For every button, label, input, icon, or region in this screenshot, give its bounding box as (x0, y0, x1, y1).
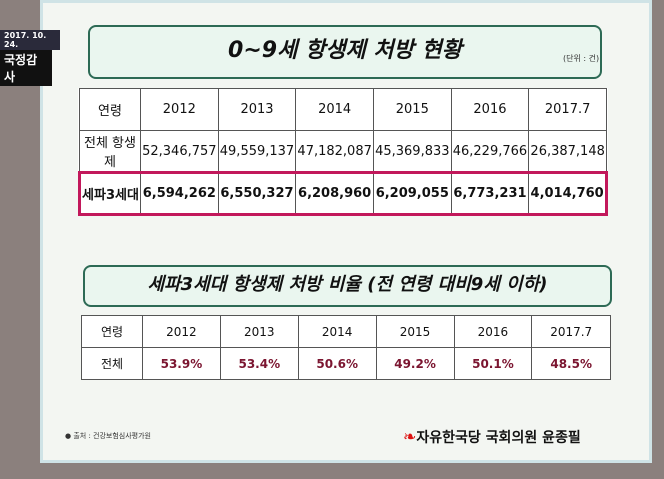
cell: 49.2% (375, 347, 455, 380)
footer-credit: ❧자유한국당 국회의원 윤종필 (403, 427, 581, 447)
row-label: 전체 (81, 347, 143, 380)
cell: 50.6% (297, 347, 377, 380)
header-cell: 2014 (297, 315, 377, 348)
footer-text: 자유한국당 국회의원 윤종필 (416, 430, 581, 446)
cell: 53.4% (219, 347, 299, 380)
header-cell: 2016 (453, 315, 533, 348)
table-header-row: 연령 2012 2013 2014 2015 2016 2017.7 (81, 315, 611, 348)
cell: 46,229,766 (450, 130, 530, 173)
header-cell: 연령 (79, 88, 141, 131)
header-cell: 2017.7 (528, 88, 607, 131)
unit-label: (단위 : 건) (563, 54, 600, 63)
header-cell: 2016 (450, 88, 530, 131)
cell: 52,346,757 (140, 130, 219, 173)
header-cell: 2012 (140, 88, 219, 131)
cell: 53.9% (142, 347, 221, 380)
cell: 6,550,327 (217, 171, 297, 216)
header-cell: 2017.7 (531, 315, 611, 348)
highlighted-table-row: 세파3세대 6,594,262 6,550,327 6,208,960 6,20… (78, 171, 608, 216)
header-cell: 2015 (372, 88, 452, 131)
cell: 6,594,262 (140, 171, 219, 216)
table-header-row: 연령 2012 2013 2014 2015 2016 2017.7 (79, 88, 607, 131)
table2-title: 세파3세대 항생제 처방 비율 (전 연령 대비9세 이하) (83, 265, 612, 307)
cell: 49,559,137 (217, 130, 297, 173)
header-cell: 2015 (375, 315, 455, 348)
cell: 47,182,087 (295, 130, 374, 173)
prescription-count-table: 연령 2012 2013 2014 2015 2016 2017.7 전체 항생… (78, 88, 608, 216)
broadcast-caption: 2017. 10. 24. 국정감사 (0, 30, 60, 86)
header-cell: 2012 (142, 315, 221, 348)
table1-title: 0~9세 항생제 처방 현황 (88, 25, 602, 79)
party-flame-icon: ❧ (403, 427, 417, 446)
cell: 50.1% (453, 347, 533, 380)
cell: 6,773,231 (450, 171, 530, 216)
row-label: 세파3세대 (78, 171, 141, 216)
presentation-slide: 0~9세 항생제 처방 현황 (단위 : 건) 연령 2012 2013 201… (40, 0, 652, 463)
prescription-ratio-table: 연령 2012 2013 2014 2015 2016 2017.7 전체 53… (81, 315, 611, 380)
cell: 6,209,055 (372, 171, 452, 216)
cell: 26,387,148 (528, 130, 607, 173)
header-cell: 연령 (81, 315, 143, 348)
cell: 48.5% (531, 347, 611, 380)
table-row: 전체 53.9% 53.4% 50.6% 49.2% 50.1% 48.5% (81, 347, 611, 380)
cell: 45,369,833 (372, 130, 452, 173)
cell: 6,208,960 (295, 171, 374, 216)
row-label: 전체 항생제 (79, 130, 141, 173)
header-cell: 2013 (217, 88, 297, 131)
source-note: ● 출처 : 건강보험심사평가원 (65, 432, 151, 440)
header-cell: 2014 (295, 88, 374, 131)
caption-program: 국정감사 (0, 50, 52, 86)
table-row: 전체 항생제 52,346,757 49,559,137 47,182,087 … (79, 130, 607, 173)
cell: 4,014,760 (528, 171, 608, 216)
caption-date: 2017. 10. 24. (0, 30, 60, 50)
header-cell: 2013 (219, 315, 299, 348)
